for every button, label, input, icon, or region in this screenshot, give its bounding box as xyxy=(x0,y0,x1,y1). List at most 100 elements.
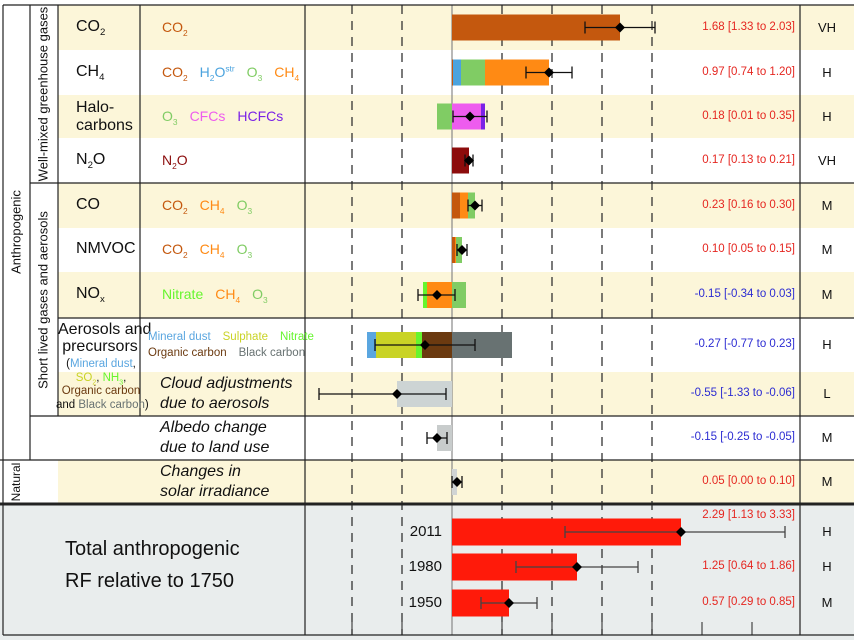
confidence-level: H xyxy=(822,108,832,124)
group-label-natural: Natural xyxy=(9,462,23,502)
forcing-agent-name: CO2 xyxy=(76,17,106,38)
forcing-agent-name: N2O xyxy=(76,150,106,170)
label-text: N xyxy=(162,151,173,168)
label-text: 2 xyxy=(183,205,188,216)
confidence-level: M xyxy=(821,595,833,610)
label-text: NO xyxy=(76,285,100,302)
total-value: 0.57 [0.29 to 0.85] xyxy=(702,596,795,608)
mechanism-label: Mineral dust xyxy=(148,331,211,343)
label-text: , xyxy=(132,358,136,370)
forcing-value: 0.17 [0.13 to 0.21] xyxy=(702,153,795,166)
forcing-agent-label: Changes in solar irradiance xyxy=(160,462,269,502)
mechanism-label: Sulphate xyxy=(223,331,268,343)
forcing-value: 0.97 [0.74 to 1.20] xyxy=(702,65,795,78)
mechanism-label: CO2 xyxy=(162,241,188,260)
label-text: NH xyxy=(102,371,120,384)
label-text: CO xyxy=(162,63,183,80)
label-text: str xyxy=(225,62,235,73)
confidence-level: M xyxy=(821,430,833,445)
label-text: O xyxy=(252,286,264,302)
bar-segment-o3 xyxy=(461,59,485,86)
group-label-anthropogenic: Anthropogenic xyxy=(8,190,24,274)
error-bar-best-estimate xyxy=(615,22,625,33)
label-text: carbons xyxy=(76,116,133,134)
forcing-value: 1.68 [1.33 to 2.03] xyxy=(702,20,795,33)
label-line: Cloud adjustments xyxy=(160,375,293,392)
label-text: Nitrate xyxy=(162,286,204,302)
label-text: 2 xyxy=(172,160,177,171)
forcing-value: -0.15 [-0.25 to -0.05] xyxy=(690,431,795,443)
label-text: O xyxy=(92,150,106,168)
label-text: 2 xyxy=(183,249,188,260)
bar-segment-o3 xyxy=(437,103,452,130)
confidence-level: VH xyxy=(817,152,837,168)
mechanism-label: CO2 xyxy=(162,19,188,38)
label-text: O xyxy=(162,107,173,124)
precursor-list: (Mineral dust, SO2, NH3, Organic carbon and… xyxy=(56,358,149,412)
forcing-agent-name: CO xyxy=(76,196,100,214)
error-bar-best-estimate xyxy=(452,477,462,487)
error-bar-best-estimate xyxy=(464,155,474,166)
mechanism-label: H2Ostr xyxy=(200,62,235,83)
label-text: Black carbon xyxy=(78,398,145,411)
label-text: CH xyxy=(215,286,236,302)
label-line: Albedo change xyxy=(160,419,267,436)
forcing-agent-label: Cloud adjustments due to aerosols xyxy=(160,374,293,414)
forcing-agent-label: Albedo change due to land use xyxy=(160,418,269,458)
label-text: O xyxy=(236,241,248,257)
forcing-value: 0.18 [0.01 to 0.35] xyxy=(702,109,795,122)
label-text: 2 xyxy=(100,26,106,38)
forcing-agent-name: NMVOC xyxy=(76,240,136,258)
label-text: ( xyxy=(66,358,70,370)
mechanism-label: O3 xyxy=(247,64,263,82)
label-text: Organic carbon xyxy=(148,347,227,359)
forcing-value: -0.27 [-0.77 to 0.23] xyxy=(694,338,795,350)
confidence-level: H xyxy=(822,337,832,352)
mechanism-label: Nitrate xyxy=(280,331,314,343)
error-bar-best-estimate xyxy=(465,111,475,122)
label-text: CH xyxy=(199,241,220,257)
total-year: 2011 xyxy=(409,523,442,540)
confidence-level: M xyxy=(821,197,833,213)
error-bar-best-estimate xyxy=(420,340,430,350)
bar-segment-co2 xyxy=(452,59,453,86)
label-text: 3 xyxy=(119,378,124,386)
total-label-line2: RF relative to 1750 xyxy=(65,570,234,592)
group-label-short-lived: Short lived gases and aerosols xyxy=(35,211,51,389)
mechanism-labels: O3 CFCs HCFCs xyxy=(162,107,295,126)
bar-segment-h2o xyxy=(453,59,461,86)
label-text: 3 xyxy=(263,294,268,305)
forcing-agent-name: Halo-carbons xyxy=(76,99,133,135)
error-bar-best-estimate xyxy=(432,290,442,300)
mechanism-label: CH4 xyxy=(199,241,225,260)
label-text: 2 xyxy=(209,72,215,83)
forcing-value: 0.05 [0.00 to 0.10] xyxy=(702,475,795,487)
mechanism-labels: Nitrate CH4 O3 xyxy=(162,286,280,305)
mechanism-labels: CO2 H2Ostr O3 CH4 xyxy=(162,62,311,83)
label-text: 4 xyxy=(219,249,225,260)
mechanism-label: HCFCs xyxy=(237,108,283,124)
mechanism-label: O3 xyxy=(237,197,253,215)
label-line: due to aerosols xyxy=(160,395,270,412)
total-error-bar-best-estimate xyxy=(504,598,514,608)
forcing-value: 0.23 [0.16 to 0.30] xyxy=(702,198,795,211)
label-text: CFCs xyxy=(189,107,226,124)
confidence-level: H xyxy=(822,64,832,80)
label-text: CH xyxy=(274,63,295,80)
bar-segment-co2 xyxy=(452,237,455,263)
error-bar-best-estimate xyxy=(470,200,480,211)
group-label-well-mixed: Well-mixed greenhouse gases xyxy=(35,6,51,182)
confidence-level: M xyxy=(821,474,833,489)
mechanism-labels: CO2 CH4 O3 xyxy=(162,197,264,216)
confidence-level: H xyxy=(822,524,832,539)
mechanism-label: N2O xyxy=(162,151,188,171)
label-text: CO xyxy=(76,17,100,35)
label-text: 2 xyxy=(183,27,188,38)
mechanism-label: Organic carbon xyxy=(148,347,227,359)
total-year: 1980 xyxy=(408,558,442,575)
label-text: O xyxy=(176,151,188,168)
mechanism-label: CO2 xyxy=(162,197,188,216)
label-text: CH xyxy=(76,62,100,80)
